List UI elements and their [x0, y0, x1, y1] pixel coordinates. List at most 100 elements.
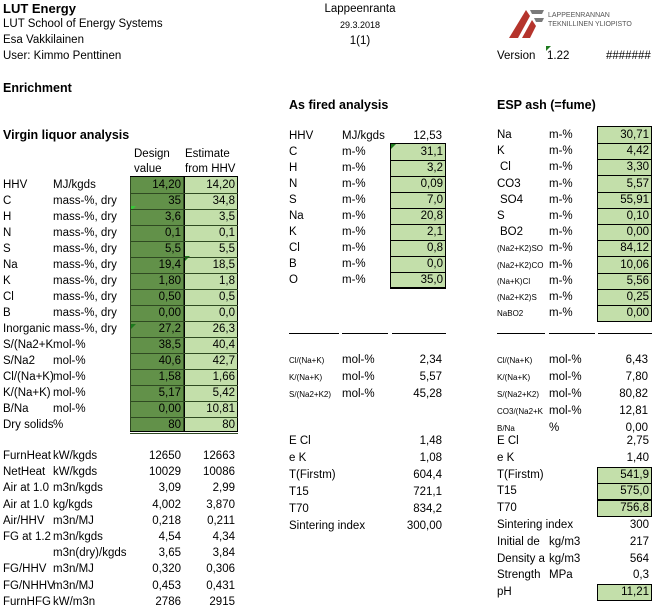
esp-row-label: BO2	[500, 226, 524, 239]
esp-extra-highlight	[597, 500, 652, 518]
fired-row-unit: m-%	[342, 178, 366, 190]
virgin-row-label: K	[3, 275, 11, 287]
fired-row-unit: m-%	[342, 162, 366, 174]
esp-row-value: 0,10	[626, 210, 649, 222]
esp-extra-value: 756,8	[620, 502, 649, 515]
virgin-design-value: 0,00	[158, 403, 181, 415]
row-divider	[390, 160, 446, 161]
virgin-estimate-value: 42,7	[212, 355, 235, 367]
esp-ratio-label: Cl/(Na+K)	[497, 356, 533, 365]
fired-ratio-unit: mol-%	[342, 388, 375, 400]
row-divider	[390, 256, 446, 257]
row-divider	[390, 176, 446, 177]
fired-extra-label: Sintering index	[289, 520, 366, 532]
esp-row-label: (Na2+K2)S	[497, 293, 537, 302]
virgin-design-value: 0,00	[158, 307, 181, 319]
calc-estimate-value: 0,211	[207, 514, 235, 527]
esp-extra-label: Strength	[497, 569, 541, 582]
virgin-row-unit: mol-%	[53, 371, 86, 383]
fired-row-label: S	[289, 194, 297, 206]
esp-ratio-value: 7,80	[625, 371, 648, 383]
calc-design-value: 4,002	[152, 498, 181, 511]
virgin-design-value: 38,5	[158, 339, 181, 351]
row-divider	[597, 143, 652, 144]
row-divider	[390, 288, 446, 289]
esp-ratio-label: K/(Na+K)	[497, 373, 531, 382]
virgin-estimate-value: 14,20	[206, 179, 235, 191]
fired-row-label: B	[289, 258, 297, 270]
calc-row-unit: m3n/kgds	[53, 531, 103, 543]
logo-emblem-icon	[509, 10, 544, 38]
esp-row-value: 3,30	[626, 161, 649, 174]
esp-row-unit: m-%	[549, 129, 573, 141]
virgin-row-unit: mass-%, dry	[53, 195, 117, 207]
esp-row-value: 4,42	[626, 145, 649, 158]
esp-extra-label: Sintering index	[497, 519, 574, 531]
virgin-row-label: Na	[3, 259, 18, 271]
virgin-design-value: 35	[168, 195, 181, 207]
esp-ratio-value: 0,00	[625, 422, 648, 434]
col-design-h2: value	[134, 163, 162, 175]
virgin-row-unit: mass-%, dry	[53, 227, 117, 239]
fired-extra-label: T15	[289, 486, 309, 498]
virgin-row-label: C	[3, 195, 12, 207]
row-divider	[597, 305, 652, 306]
row-divider	[130, 337, 238, 338]
fired-extra-value: 1,08	[419, 452, 442, 464]
calc-estimate-value: 0,306	[206, 563, 235, 576]
calc-design-value: 10029	[149, 466, 181, 479]
calc-design-value: 0,320	[152, 563, 181, 576]
design-column-bg	[130, 177, 184, 432]
esp-extra-highlight	[597, 483, 652, 501]
row-divider	[130, 369, 238, 370]
virgin-row-label: B	[3, 307, 11, 319]
fired-row-unit: m-%	[342, 210, 366, 222]
version-label: Version	[497, 50, 536, 62]
esp-row-unit: m-%	[549, 242, 573, 255]
esp-extra-label: E Cl	[497, 435, 519, 447]
row-divider	[130, 225, 238, 226]
esp-extra-label: T15	[497, 485, 517, 498]
calc-row-label: Air/HHV	[3, 514, 45, 527]
virgin-row-unit: mass-%, dry	[53, 275, 117, 287]
row-divider	[130, 305, 238, 306]
fired-row-unit: m-%	[342, 242, 366, 254]
virgin-row-unit: mol-%	[53, 339, 86, 351]
esp-extra-unit: MPa	[549, 569, 573, 582]
virgin-estimate-value: 34,8	[212, 195, 235, 207]
esp-extra-value: 11,21	[621, 586, 649, 599]
virgin-row-unit: mass-%, dry	[53, 323, 117, 335]
estimate-column-bg	[184, 177, 238, 432]
virgin-estimate-value: 26,3	[212, 323, 235, 335]
row-divider	[390, 192, 446, 193]
row-divider	[130, 433, 238, 434]
virgin-row-unit: mol-%	[53, 403, 86, 415]
esp-row-label: SO4	[500, 193, 524, 206]
calc-estimate-value: 4,34	[212, 531, 235, 543]
row-divider	[390, 240, 446, 241]
calc-row-unit: kW/m3n	[53, 595, 96, 608]
fired-hhv-unit: MJ/kgds	[342, 130, 385, 142]
virgin-row-label: S/Na2	[3, 355, 35, 367]
virgin-estimate-value: 3,5	[219, 211, 235, 223]
calc-row-unit: kg/kgds	[53, 498, 93, 511]
esp-row-unit: m-%	[549, 210, 573, 222]
fired-row-label: K	[289, 226, 297, 238]
fired-row-value: 0,8	[427, 242, 443, 254]
hash-overflow: #######	[606, 50, 651, 62]
fired-extra-value: 834,2	[413, 503, 442, 515]
col-estimate-h2: from HHV	[185, 163, 236, 175]
esp-extra-value: 1,40	[626, 451, 649, 464]
esp-row-value: 0,25	[626, 291, 649, 303]
row-divider	[597, 272, 652, 274]
esp-ratio-value: 12,81	[619, 405, 648, 417]
calc-row-label: NetHeat	[3, 466, 46, 479]
esp-row-unit: m-%	[549, 274, 573, 287]
row-divider	[130, 353, 238, 354]
fired-ratio-value: 2,34	[419, 354, 442, 366]
calc-row-unit: kW/kgds	[53, 466, 98, 479]
virgin-design-value: 0,50	[158, 291, 181, 303]
esp-row-unit: m-%	[549, 193, 573, 206]
esp-ratio-label: B/Na	[497, 424, 515, 433]
esp-row-label: Na	[497, 129, 512, 141]
